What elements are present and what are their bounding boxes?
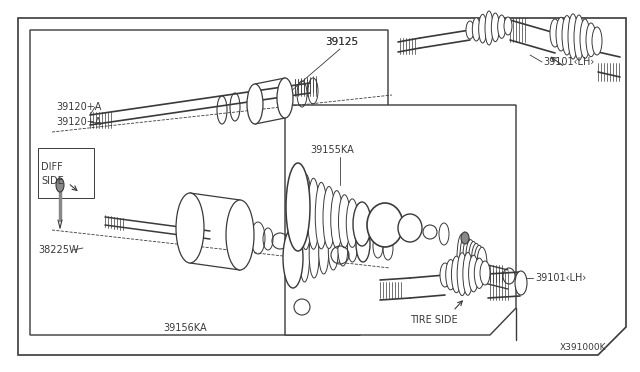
Ellipse shape — [550, 19, 560, 47]
Ellipse shape — [471, 243, 481, 281]
Ellipse shape — [247, 84, 263, 124]
Text: 39125: 39125 — [325, 37, 358, 47]
Ellipse shape — [474, 258, 484, 288]
Ellipse shape — [346, 199, 358, 247]
Ellipse shape — [485, 11, 493, 45]
Ellipse shape — [492, 13, 499, 42]
Text: 39101‹LH›: 39101‹LH› — [535, 273, 586, 283]
Ellipse shape — [319, 230, 329, 274]
Ellipse shape — [226, 200, 254, 270]
Text: 39120+A: 39120+A — [56, 117, 101, 127]
Ellipse shape — [277, 78, 293, 118]
Ellipse shape — [290, 230, 300, 286]
Text: 39156KA: 39156KA — [163, 323, 207, 333]
Ellipse shape — [468, 255, 479, 292]
Ellipse shape — [466, 21, 474, 39]
Ellipse shape — [445, 260, 456, 290]
Ellipse shape — [451, 256, 461, 293]
Polygon shape — [30, 30, 388, 335]
Ellipse shape — [592, 27, 602, 55]
Ellipse shape — [463, 253, 473, 295]
Ellipse shape — [472, 17, 481, 41]
Ellipse shape — [498, 15, 506, 38]
Bar — [38, 148, 94, 198]
Ellipse shape — [357, 230, 367, 258]
Ellipse shape — [556, 17, 566, 51]
Ellipse shape — [309, 230, 319, 278]
Ellipse shape — [331, 190, 343, 248]
Polygon shape — [285, 105, 516, 335]
Text: 39125: 39125 — [325, 37, 358, 47]
Ellipse shape — [515, 271, 527, 295]
Ellipse shape — [586, 23, 596, 57]
Text: X391000K: X391000K — [560, 343, 607, 353]
Ellipse shape — [465, 240, 476, 282]
Ellipse shape — [339, 195, 351, 248]
Ellipse shape — [300, 230, 310, 282]
Ellipse shape — [56, 178, 64, 192]
Ellipse shape — [353, 202, 371, 246]
Ellipse shape — [307, 178, 319, 249]
Ellipse shape — [356, 226, 370, 262]
Text: SIDE: SIDE — [41, 176, 64, 186]
Text: 39155KA: 39155KA — [310, 145, 354, 155]
Text: DIFF: DIFF — [41, 162, 63, 172]
Text: TIRE SIDE: TIRE SIDE — [410, 315, 458, 325]
Ellipse shape — [504, 17, 512, 35]
Ellipse shape — [477, 247, 487, 281]
Ellipse shape — [474, 245, 484, 281]
Ellipse shape — [468, 241, 479, 281]
Ellipse shape — [568, 14, 578, 59]
Ellipse shape — [457, 253, 467, 296]
Text: 39101‹LH›: 39101‹LH› — [543, 57, 595, 67]
Ellipse shape — [283, 228, 303, 288]
Ellipse shape — [461, 232, 469, 244]
Ellipse shape — [457, 234, 467, 282]
Ellipse shape — [463, 238, 473, 282]
Ellipse shape — [480, 261, 490, 285]
Ellipse shape — [460, 236, 470, 282]
Ellipse shape — [286, 163, 310, 251]
Polygon shape — [18, 18, 626, 355]
Ellipse shape — [348, 230, 357, 262]
Ellipse shape — [440, 263, 450, 287]
Ellipse shape — [316, 182, 327, 249]
Ellipse shape — [367, 203, 403, 247]
Ellipse shape — [176, 193, 204, 263]
Ellipse shape — [580, 19, 590, 58]
Ellipse shape — [398, 214, 422, 242]
Text: 38225W: 38225W — [38, 245, 79, 255]
Ellipse shape — [562, 16, 572, 55]
Ellipse shape — [292, 170, 304, 250]
Ellipse shape — [574, 15, 584, 60]
Ellipse shape — [323, 186, 335, 248]
Ellipse shape — [354, 203, 366, 247]
Ellipse shape — [328, 230, 339, 270]
Ellipse shape — [300, 174, 312, 250]
Ellipse shape — [479, 15, 486, 43]
Text: 39120+A: 39120+A — [56, 102, 101, 112]
Ellipse shape — [338, 230, 348, 266]
